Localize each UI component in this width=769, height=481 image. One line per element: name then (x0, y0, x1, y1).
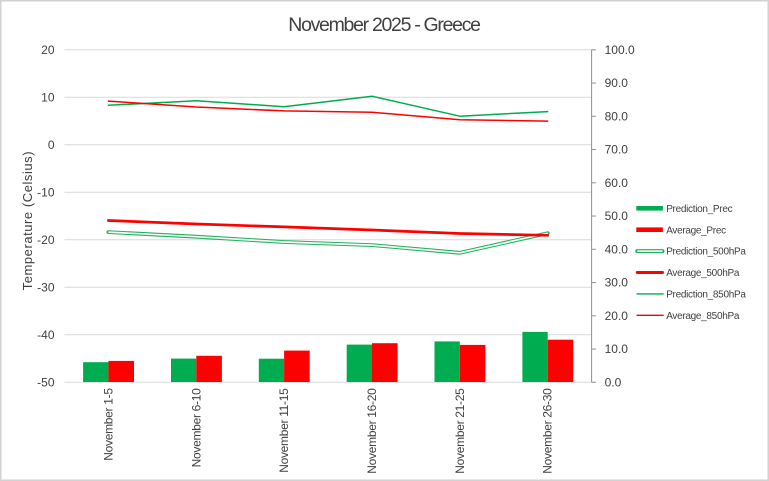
svg-text:80.0: 80.0 (605, 109, 629, 123)
svg-text:0: 0 (48, 138, 55, 152)
svg-text:Prediction_850hPa: Prediction_850hPa (666, 290, 746, 301)
svg-text:-10: -10 (37, 185, 55, 199)
svg-text:November 16-20: November 16-20 (365, 388, 379, 474)
svg-text:-20: -20 (37, 233, 55, 247)
svg-text:-30: -30 (37, 280, 55, 294)
svg-text:10: 10 (41, 90, 55, 104)
svg-text:40.0: 40.0 (605, 242, 629, 256)
svg-text:-50: -50 (37, 375, 55, 389)
svg-text:November 6-10: November 6-10 (189, 388, 203, 467)
svg-text:Average_850hPa: Average_850hPa (666, 311, 740, 322)
svg-text:November 1-5: November 1-5 (101, 388, 115, 461)
svg-text:50.0: 50.0 (605, 209, 629, 223)
svg-text:20.0: 20.0 (605, 309, 629, 323)
svg-text:November 11-15: November 11-15 (277, 388, 291, 473)
svg-text:30.0: 30.0 (605, 276, 629, 290)
svg-text:Average_Prec: Average_Prec (666, 225, 726, 236)
svg-text:November 2025 - Greece: November 2025 - Greece (288, 14, 480, 36)
svg-text:70.0: 70.0 (605, 143, 629, 157)
svg-text:Prediction_500hPa: Prediction_500hPa (666, 247, 746, 258)
svg-text:0.0: 0.0 (605, 375, 622, 389)
svg-text:60.0: 60.0 (605, 176, 629, 190)
svg-text:November 21-25: November 21-25 (453, 388, 467, 474)
svg-text:20: 20 (41, 43, 55, 57)
svg-text:-40: -40 (37, 328, 55, 342)
svg-text:90.0: 90.0 (605, 76, 629, 90)
svg-text:100.0: 100.0 (605, 43, 635, 57)
svg-text:Temperature (Celsius): Temperature (Celsius) (20, 151, 35, 290)
svg-text:10.0: 10.0 (605, 342, 629, 356)
svg-text:Prediction_Prec: Prediction_Prec (666, 204, 732, 215)
svg-text:November 26-30: November 26-30 (541, 388, 555, 474)
svg-text:Average_500hPa: Average_500hPa (666, 268, 740, 279)
